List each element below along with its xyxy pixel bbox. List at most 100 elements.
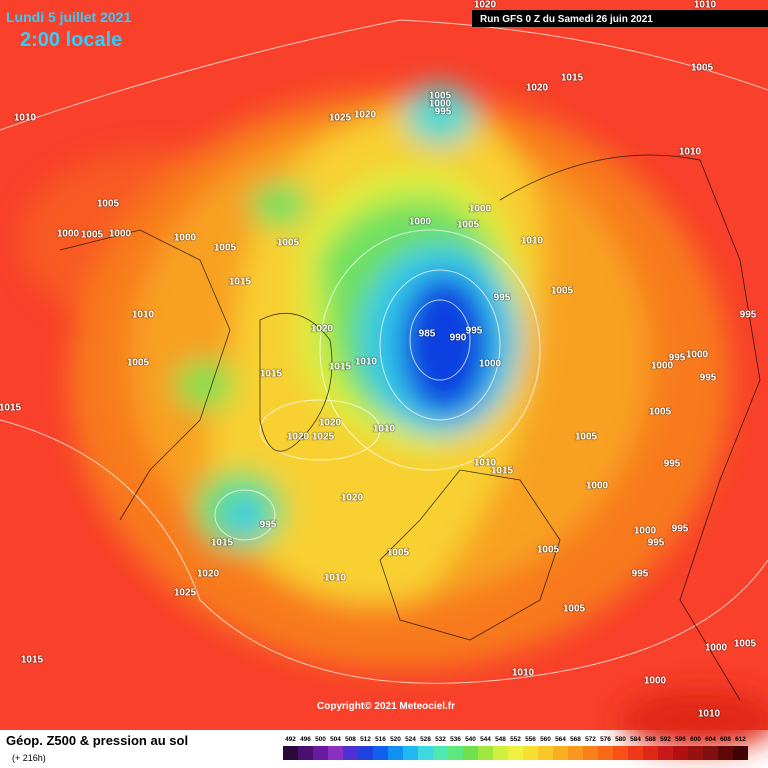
scale-label: 572 <box>585 736 596 743</box>
scale-label: 524 <box>405 736 416 743</box>
isobar-label: 1005 <box>429 91 452 102</box>
isobar-label: 1015 <box>561 73 584 84</box>
isobar-label: 1010 <box>474 458 497 469</box>
isobar-label: 995 <box>632 569 649 580</box>
scale-swatch <box>523 746 538 760</box>
geopotential-field <box>20 85 768 750</box>
isobar-label: 1005 <box>563 604 586 615</box>
scale-label: 592 <box>660 736 671 743</box>
isobar-label: 1000 <box>429 99 452 110</box>
scale-label: 612 <box>735 736 746 743</box>
scale-swatch <box>718 746 733 760</box>
isobar-label: 995 <box>669 353 686 364</box>
scale-label: 520 <box>390 736 401 743</box>
scale-swatch <box>508 746 523 760</box>
isobar-label: 1000 <box>651 361 674 372</box>
isobar-label: 1000 <box>174 233 197 244</box>
isobar-label: 990 <box>450 333 467 344</box>
scale-swatch <box>658 746 673 760</box>
isobar-label: 1020 <box>526 83 549 94</box>
scale-swatch <box>403 746 418 760</box>
isobar <box>379 269 501 421</box>
isobar-label: 1015 <box>0 403 22 414</box>
isobar-label: 1015 <box>229 277 252 288</box>
scale-swatch <box>493 746 508 760</box>
isobar-label: 1020 <box>319 418 342 429</box>
isobar-label: 1005 <box>649 407 672 418</box>
isobars <box>0 19 768 684</box>
coastline <box>499 154 761 701</box>
isobar-label: 995 <box>740 310 757 321</box>
scale-label: 588 <box>645 736 656 743</box>
scale-swatch <box>418 746 433 760</box>
isobar-label: 1000 <box>57 229 80 240</box>
scale-label: 556 <box>525 736 536 743</box>
isobar <box>0 419 768 684</box>
footer-title: Géop. Z500 & pression au sol <box>6 733 188 748</box>
isobar-label: 1005 <box>127 358 150 369</box>
isobar-label: 1010 <box>521 236 544 247</box>
isobar-label: 1025 <box>329 113 352 124</box>
scale-label: 548 <box>495 736 506 743</box>
isobar-label: 1005 <box>734 639 757 650</box>
isobar-label: 995 <box>648 538 665 549</box>
scale-label: 580 <box>615 736 626 743</box>
footer-subtitle: (+ 216h) <box>12 753 46 763</box>
isobar-label: 1020 <box>311 324 334 335</box>
isobar-label: 995 <box>466 326 483 337</box>
scale-swatch <box>673 746 688 760</box>
coastline <box>259 313 333 452</box>
coastline <box>59 229 231 521</box>
scale-swatch <box>583 746 598 760</box>
isobar <box>259 399 381 461</box>
isobar-label: 1010 <box>698 709 721 720</box>
isobar-label: 1020 <box>474 0 497 11</box>
isobar-label: 1005 <box>691 63 714 74</box>
scale-swatch <box>538 746 553 760</box>
isobar-label: 995 <box>494 293 511 304</box>
isobar-label: 1025 <box>174 588 197 599</box>
isobar-label: 1000 <box>479 359 502 370</box>
isobar-label: 1000 <box>686 350 709 361</box>
scale-label: 568 <box>570 736 581 743</box>
scale-swatch <box>478 746 493 760</box>
color-scale: 492 496 500 504 508 512 516 520 524 528 532 536 540 5… <box>283 736 748 760</box>
isobar-label: 1010 <box>373 424 396 435</box>
scale-label: 540 <box>465 736 476 743</box>
isobar-label: 1005 <box>575 432 598 443</box>
isobar-label: 1005 <box>214 243 237 254</box>
coastlines <box>59 154 761 701</box>
isobar-label: 995 <box>672 524 689 535</box>
scale-swatch <box>433 746 448 760</box>
scale-swatch <box>328 746 343 760</box>
isobar-label: 1010 <box>512 668 535 679</box>
scale-swatch <box>703 746 718 760</box>
scale-swatch <box>373 746 388 760</box>
isobar-label: 1010 <box>679 147 702 158</box>
isobar-label: 995 <box>700 373 717 384</box>
isobar-label: 1000 <box>586 481 609 492</box>
coastline <box>379 469 561 641</box>
field-zone <box>175 360 235 410</box>
isobar-label: 1010 <box>355 357 378 368</box>
isobar-label: 1005 <box>81 230 104 241</box>
scale-label: 528 <box>420 736 431 743</box>
isobar-label: 1005 <box>551 286 574 297</box>
scale-label: 576 <box>600 736 611 743</box>
scale-swatch <box>388 746 403 760</box>
isobar-label: 1015 <box>211 538 234 549</box>
scale-swatch <box>448 746 463 760</box>
isobar-label: 1005 <box>387 548 410 559</box>
scale-swatch <box>313 746 328 760</box>
isobar-label: 1020 <box>354 110 377 121</box>
field-zone <box>250 183 310 227</box>
scale-label: 560 <box>540 736 551 743</box>
scale-swatch <box>688 746 703 760</box>
isobar <box>0 19 768 131</box>
scale-label: 532 <box>435 736 446 743</box>
scale-label: 608 <box>720 736 731 743</box>
scale-swatch <box>463 746 478 760</box>
isobar-label: 1005 <box>97 199 120 210</box>
